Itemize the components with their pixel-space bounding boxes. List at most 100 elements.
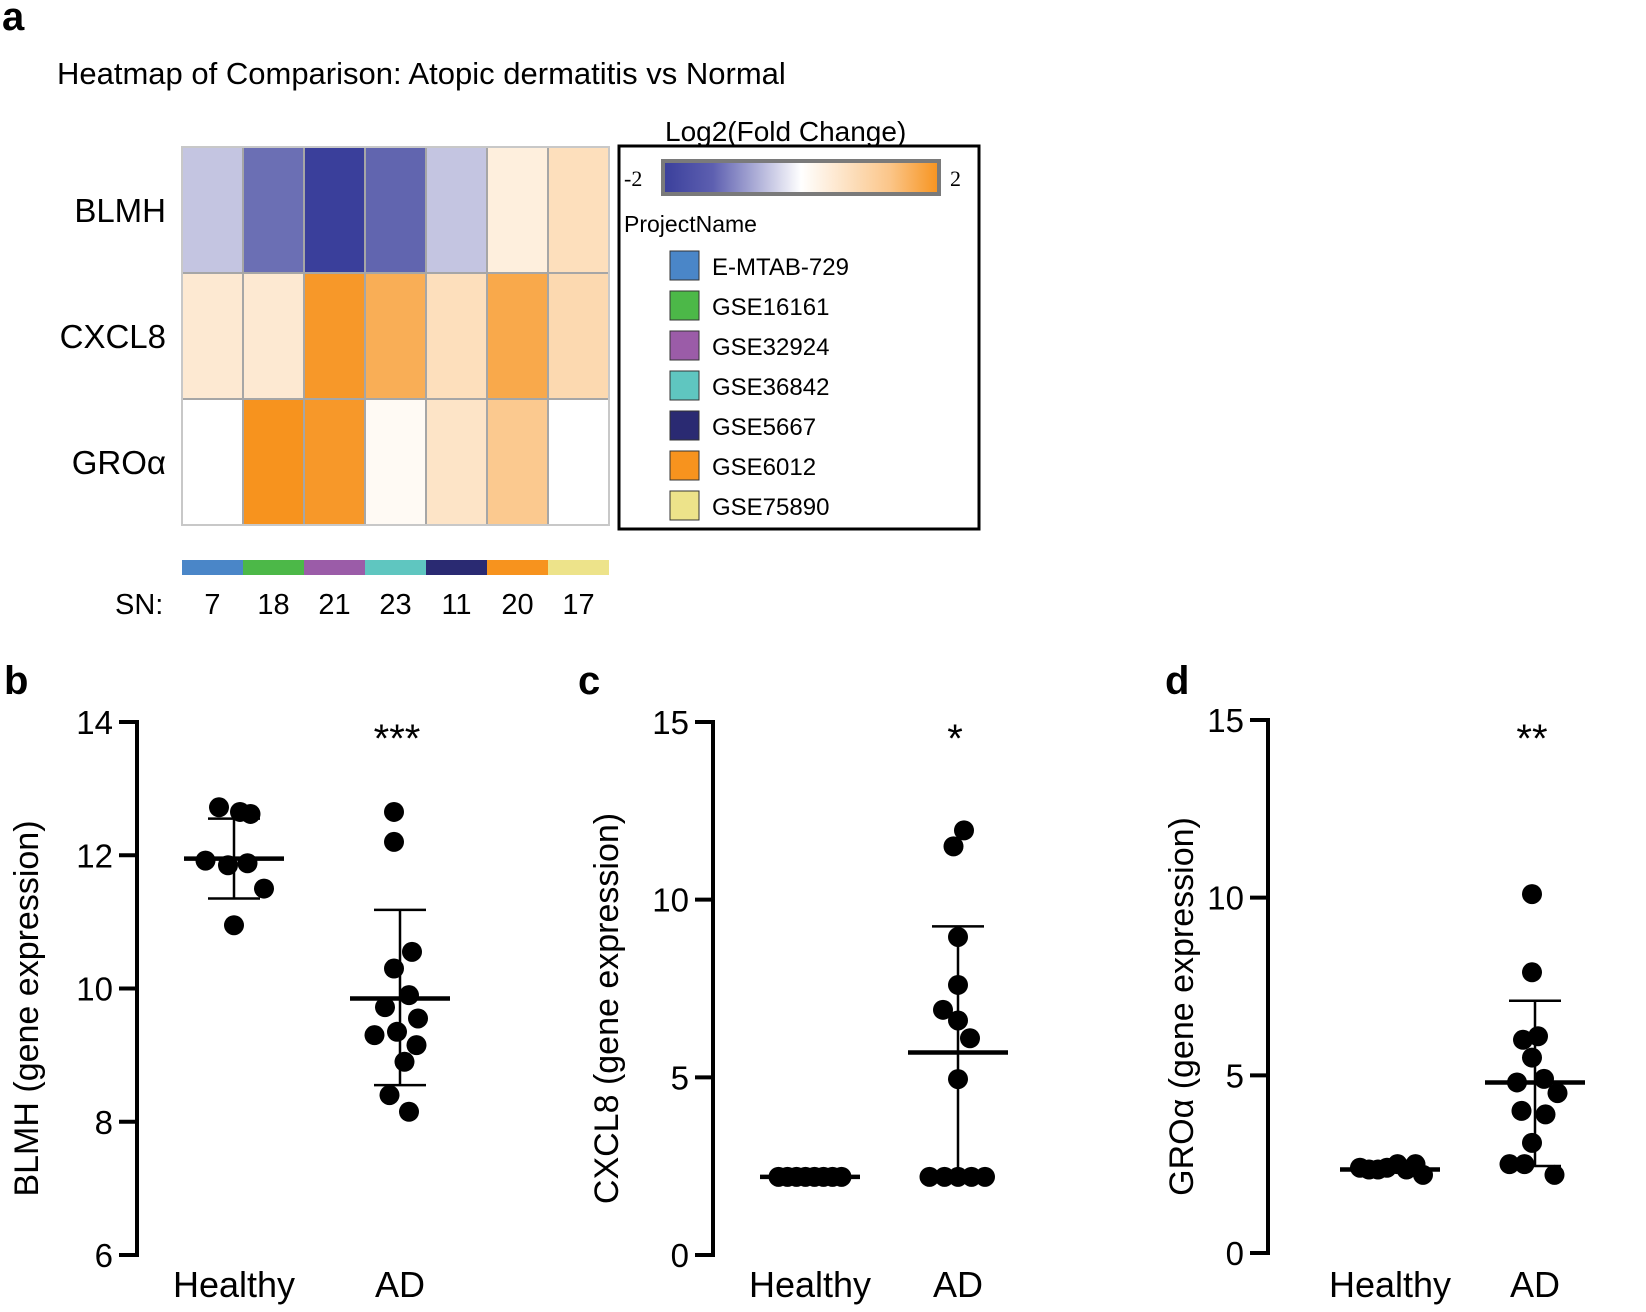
heatmap-cell-groα-2: [242, 398, 305, 526]
heatmap-cell-cxcl8-3: [303, 272, 366, 400]
data-point-ad-12: [1499, 1154, 1520, 1175]
annotation-gse16161: [243, 560, 304, 575]
sn-value-6: 20: [501, 589, 533, 621]
heatmap-cell-groα-7: [547, 398, 610, 526]
data-point-healthy-3: [240, 803, 261, 824]
annotation-e-mtab-729: [182, 560, 243, 575]
data-point-ad-9: [387, 1021, 407, 1042]
y-tick-label-12: 12: [76, 837, 113, 874]
groa-dot-plot: 0 5 10 15 GROα (gene expression) Healthy AD **: [1163, 702, 1585, 1305]
heatmap-cell-cxcl8-1: [181, 272, 244, 400]
heatmap-cell-cxcl8-5: [425, 272, 488, 400]
data-point-ad-6: [948, 1010, 968, 1031]
y-axis-label: CXCL8 (gene expression): [588, 813, 626, 1204]
colorbar-max-label: 2: [950, 166, 961, 191]
data-point-ad-1: [954, 820, 974, 841]
x-category-healthy: Healthy: [1329, 1264, 1451, 1305]
sn-value-3: 21: [318, 589, 350, 621]
data-point-healthy-7: [254, 878, 274, 899]
y-tick-label-5: 5: [671, 1059, 689, 1096]
heatmap-cell-cxcl8-6: [486, 272, 549, 400]
legend-label-gse5667: GSE5667: [712, 414, 816, 441]
annotation-gse32924: [304, 560, 365, 575]
heatmap-title: Heatmap of Comparison: Atopic dermatitis…: [57, 56, 786, 91]
data-point-ad-9: [919, 1166, 940, 1187]
y-tick-label-10: 10: [1207, 880, 1244, 917]
y-tick-label-6: 6: [95, 1237, 113, 1274]
data-point-ad-1: [384, 801, 404, 822]
y-tick-label-15: 15: [1207, 702, 1244, 739]
legend-swatch-e-mtab-729: [669, 250, 700, 281]
row-label-0: BLMH: [74, 192, 166, 229]
x-category-healthy: Healthy: [173, 1264, 295, 1305]
data-point-healthy-6: [237, 853, 258, 874]
heatmap-cell-blmh-6: [486, 146, 549, 274]
data-point-ad-5: [1522, 1047, 1542, 1068]
heatmap-cell-groα-6: [486, 398, 549, 526]
data-point-ad-2: [1522, 962, 1542, 983]
y-tick-label-8: 8: [95, 1104, 113, 1141]
data-point-ad-10: [1535, 1104, 1556, 1125]
legend-swatch-gse5667: [669, 410, 700, 441]
sample-number-labels: 7 18 21 23 11 20 17: [204, 589, 594, 621]
data-point-healthy-8: [224, 915, 244, 936]
heatmap-cell-groα-3: [303, 398, 366, 526]
data-point-healthy-1: [209, 797, 229, 818]
annotation-gse5667: [426, 560, 487, 575]
legend-label-gse16161: GSE16161: [712, 294, 829, 321]
y-tick-label-5: 5: [1226, 1057, 1244, 1094]
panel-letter-a: a: [2, 0, 25, 39]
row-label-1: CXCL8: [60, 318, 166, 355]
data-point-ad-2: [943, 836, 964, 857]
heatmap-cell-blmh-4: [364, 146, 427, 274]
heatmap-cell-groα-4: [364, 398, 427, 526]
data-point-ad-7: [408, 1008, 428, 1029]
data-point-ad-13: [975, 1166, 995, 1187]
heatmap-panel: Heatmap of Comparison: Atopic dermatitis…: [57, 56, 981, 621]
y-tick-label-10: 10: [76, 971, 113, 1008]
data-point-ad-7: [960, 1028, 980, 1049]
annotation-gse36842: [365, 560, 426, 575]
legend-label-e-mtab-729: E-MTAB-729: [712, 254, 849, 281]
data-point-ad-10: [406, 1035, 427, 1056]
data-point-ad-11: [1522, 1132, 1542, 1153]
x-category-healthy: Healthy: [749, 1264, 871, 1305]
colorbar: [661, 159, 941, 196]
heatmap-legend: Log2(Fold Change) -2 2 ProjectName E-MTA…: [617, 116, 981, 531]
legend-label-gse32924: GSE32924: [712, 334, 829, 361]
sn-value-1: 7: [204, 589, 220, 621]
row-label-2: GROα: [72, 444, 166, 481]
heatmap-cell-blmh-2: [242, 146, 305, 274]
data-point-ad-13: [399, 1101, 419, 1122]
data-point-ad-4: [948, 974, 968, 995]
y-tick-label-14: 14: [76, 704, 113, 741]
panel-letter-b: b: [4, 659, 28, 703]
significance-label: **: [1516, 717, 1547, 761]
y-tick-label-15: 15: [652, 704, 689, 741]
heatmap-cell-groα-5: [425, 398, 488, 526]
project-annotation-bar: [182, 560, 609, 575]
data-point-ad-1: [1522, 884, 1542, 905]
blmh-dot-plot: 6 8 10 12 14 BLMH (gene expression) Healthy AD *…: [8, 704, 450, 1305]
heatmap-cell-blmh-7: [547, 146, 610, 274]
heatmap-border: [181, 146, 610, 526]
data-point-ad-5: [933, 999, 953, 1020]
x-category-ad: AD: [1510, 1264, 1560, 1305]
data-point-ad-9: [1511, 1100, 1532, 1121]
data-point-ad-6: [375, 997, 395, 1018]
legend-swatch-gse36842: [669, 370, 700, 401]
y-axis-label: GROα (gene expression): [1163, 817, 1201, 1196]
sn-value-7: 17: [562, 589, 594, 621]
data-point-ad-4: [384, 958, 404, 979]
legend-label-gse75890: GSE75890: [712, 494, 829, 521]
cxcl8-dot-plot: 0 5 10 15 CXCL8 (gene expression) Healthy AD *: [588, 704, 1008, 1305]
sn-value-2: 18: [257, 589, 289, 621]
legend-swatch-gse16161: [669, 290, 700, 321]
sn-value-5: 11: [441, 589, 471, 621]
legend-swatch-gse6012: [669, 450, 700, 481]
heatmap-cell-cxcl8-7: [547, 272, 610, 400]
colorbar-min-label: -2: [624, 166, 642, 191]
sn-value-4: 23: [379, 589, 411, 621]
legend-label-gse6012: GSE6012: [712, 454, 816, 481]
